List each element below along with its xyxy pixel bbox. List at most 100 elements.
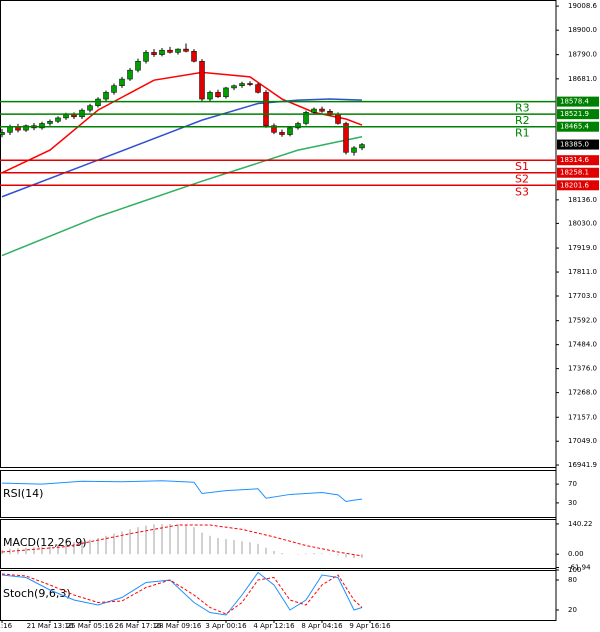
- indicator-line: [1, 573, 363, 615]
- candle-body: [351, 147, 357, 153]
- candle-body: [87, 105, 93, 111]
- y-tick-label: 18790.0: [568, 51, 597, 59]
- y-tick-label: 70: [568, 480, 577, 488]
- candle-body: [191, 51, 197, 62]
- panel-frame: [0, 470, 557, 518]
- candle-body: [311, 108, 317, 113]
- candle-body: [343, 123, 349, 153]
- x-tick-label: 21 Mar 13:16: [27, 622, 74, 630]
- x-tick-label: 25 Mar 05:16: [67, 622, 114, 630]
- level-value: 18258.1: [560, 169, 589, 177]
- candle-body: [111, 85, 117, 93]
- y-tick-label: 80: [568, 576, 577, 584]
- y-tick-label: 17484.0: [568, 341, 597, 349]
- candle-body: [335, 114, 341, 124]
- y-tick-label: 140.22: [568, 520, 593, 528]
- panel-frame: [0, 570, 557, 621]
- x-tick-label: 26 Mar 17:16: [115, 622, 162, 630]
- y-tick-label: 19008.6: [568, 2, 597, 10]
- level-name: R1: [515, 127, 530, 140]
- y-tick-label: 18136.0: [568, 196, 597, 204]
- level-value: 18465.4: [560, 123, 589, 131]
- y-tick-label: 17919.0: [568, 244, 597, 252]
- candle-body: [199, 61, 205, 100]
- candle-body: [47, 120, 53, 124]
- candle-body: [303, 112, 309, 124]
- level-value: 18521.9: [560, 110, 589, 118]
- candle-body: [71, 114, 77, 118]
- y-tick-label: 17157.0: [568, 413, 597, 421]
- candle-body: [135, 61, 141, 71]
- x-tick-label: 01:16: [0, 622, 13, 630]
- current-price-box: [557, 139, 599, 150]
- x-tick-label: 3 Apr 00:16: [205, 622, 247, 630]
- candle-body: [287, 127, 293, 135]
- candle-body: [215, 92, 221, 98]
- y-tick-label: 17592.0: [568, 317, 597, 325]
- candle-body: [359, 144, 365, 149]
- y-tick-label: 18900.0: [568, 26, 597, 34]
- panel-frame: [0, 0, 557, 468]
- candle-body: [143, 52, 149, 62]
- level-value: 18201.6: [560, 181, 589, 189]
- candle-body: [319, 108, 325, 112]
- candle-body: [103, 92, 109, 100]
- y-tick-label: 18030.0: [568, 219, 597, 227]
- candle-body: [231, 85, 237, 89]
- y-tick-label: 17703.0: [568, 292, 597, 300]
- y-tick-label: 17376.0: [568, 365, 597, 373]
- panel-title: RSI(14): [3, 487, 43, 500]
- panel-title: Stoch(9,6,3): [3, 587, 71, 600]
- y-tick-label: 100: [568, 566, 581, 574]
- candle-body: [63, 114, 69, 119]
- candle-body: [271, 125, 277, 133]
- candle-body: [39, 123, 45, 129]
- candle-body: [159, 49, 165, 55]
- candle-body: [183, 48, 189, 52]
- indicator-line: [1, 571, 363, 616]
- candle-body: [151, 52, 157, 55]
- candle-body: [55, 117, 61, 122]
- y-tick-label: 0.00: [568, 550, 584, 558]
- candle-body: [167, 49, 173, 53]
- level-box: [557, 155, 599, 166]
- candle-body: [95, 98, 101, 106]
- y-tick-label: 18681.0: [568, 75, 597, 83]
- y-tick-label: 30: [568, 499, 577, 507]
- level-box: [557, 167, 599, 178]
- level-value: 18314.6: [560, 156, 589, 164]
- candle-body: [223, 87, 229, 98]
- candle-body: [255, 84, 261, 93]
- level-value: 18578.4: [560, 98, 589, 106]
- level-name: R3: [515, 102, 530, 115]
- y-tick-label: 17811.0: [568, 268, 597, 276]
- x-tick-label: 8 Apr 04:16: [301, 622, 343, 630]
- level-box: [557, 180, 599, 191]
- y-tick-label: 17268.0: [568, 389, 597, 397]
- current-price-label: 18385.0: [560, 141, 589, 149]
- candle-body: [279, 132, 285, 135]
- level-name: S1: [515, 160, 529, 173]
- candle-body: [207, 92, 213, 100]
- candle-body: [175, 48, 181, 53]
- y-tick-label: -61.94: [568, 564, 591, 572]
- x-tick-label: 28 Mar 09:16: [155, 622, 202, 630]
- level-box: [557, 109, 599, 120]
- indicator-line: [1, 136, 363, 257]
- indicator-line: [1, 480, 363, 503]
- candle-body: [239, 83, 245, 86]
- candle-body: [127, 69, 133, 80]
- x-tick-label: 9 Apr 16:16: [349, 622, 391, 630]
- candle-body: [263, 92, 269, 126]
- level-name: S3: [515, 185, 529, 198]
- candle-body: [295, 123, 301, 129]
- y-tick-label: 17049.0: [568, 437, 597, 445]
- candle-body: [0, 132, 5, 135]
- level-box: [557, 96, 599, 107]
- candle-body: [119, 78, 125, 86]
- y-tick-label: 20: [568, 606, 577, 614]
- candle-body: [7, 126, 13, 133]
- candle-body: [23, 125, 29, 131]
- candle-body: [247, 83, 253, 85]
